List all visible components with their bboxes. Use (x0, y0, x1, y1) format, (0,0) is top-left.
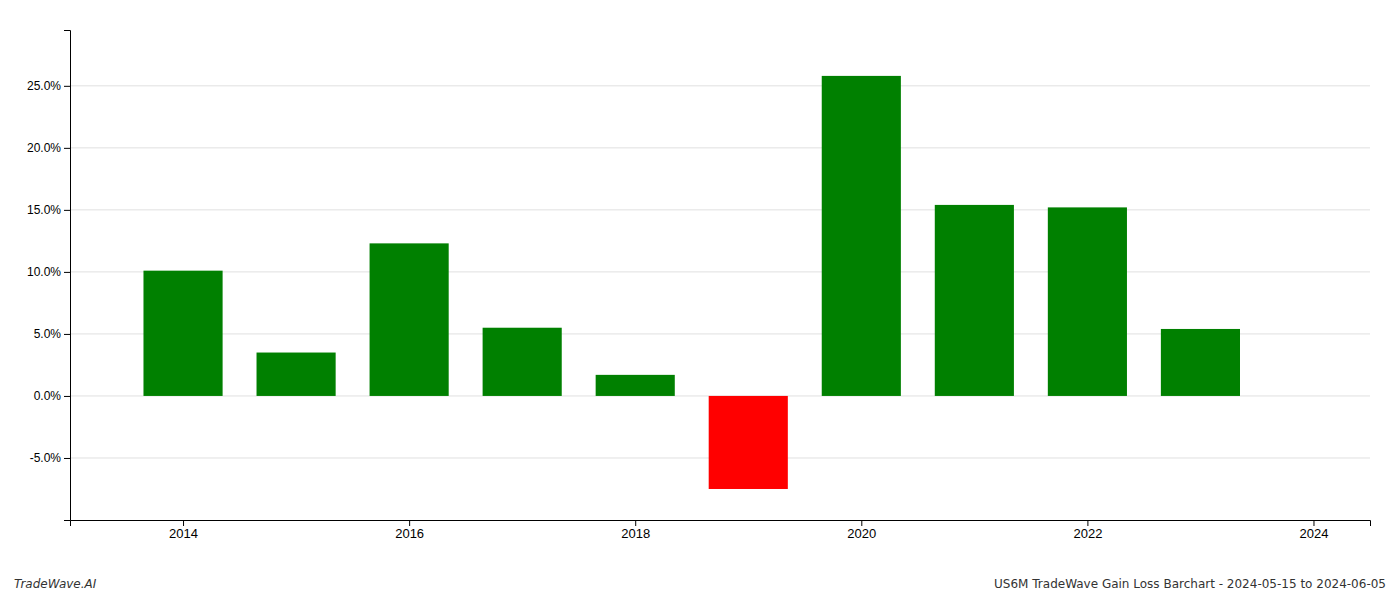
x-tick-mark (861, 520, 862, 526)
x-tick-label: 2018 (621, 526, 650, 541)
y-tick-label: 20.0% (27, 141, 61, 155)
bar (1048, 207, 1127, 396)
bar (596, 375, 675, 396)
y-tick-mark (64, 458, 70, 459)
x-tick: 2020 (847, 520, 876, 541)
x-tick: 2022 (1073, 520, 1102, 541)
x-tick-label: 2024 (1300, 526, 1329, 541)
y-tick-label: -5.0% (30, 451, 62, 465)
bar (709, 396, 788, 489)
footer: TradeWave.AI US6M TradeWave Gain Loss Bar… (14, 577, 1386, 591)
bar (483, 328, 562, 396)
x-tick: 2018 (621, 520, 650, 541)
y-tick-mark (64, 334, 70, 335)
y-tick-mark (64, 272, 70, 273)
x-tick-mark (1087, 520, 1088, 526)
y-tick: 25.0% (27, 79, 70, 93)
bar (257, 353, 336, 396)
y-tick-label: 0.0% (34, 389, 62, 403)
y-tick-label: 25.0% (27, 79, 61, 93)
y-axis: -5.0% 0.0% 5.0% 10.0% 15.0% 20.0% 25.0% (27, 31, 71, 521)
grid-line (70, 209, 1370, 210)
x-tick-mark (409, 520, 410, 526)
x-tick-mark (183, 520, 184, 526)
bar (822, 76, 901, 396)
y-tick-mark (64, 148, 70, 149)
bar (370, 243, 449, 396)
y-tick: 15.0% (27, 203, 70, 217)
y-tick-mark (64, 210, 70, 211)
y-tick-mark (64, 86, 70, 87)
x-tick-label: 2014 (169, 526, 198, 541)
x-tick-mark (635, 520, 636, 526)
bar (935, 205, 1014, 396)
y-tick: 5.0% (34, 327, 70, 341)
y-tick-mark (64, 396, 70, 397)
x-tick-mark (1313, 520, 1314, 526)
y-tick: 0.0% (34, 389, 70, 403)
x-tick: 2016 (395, 520, 424, 541)
plot: -5.0%0.0%5.0%10.0%15.0%20.0%25.0%2014201… (27, 31, 1371, 542)
x-axis: 2014 2016 2018 2020 2022 2024 (71, 520, 1371, 541)
x-tick-label: 2022 (1073, 526, 1102, 541)
x-axis-line (71, 521, 1371, 527)
y-axis-line (64, 31, 71, 521)
y-tick: 20.0% (27, 141, 70, 155)
bar (1161, 329, 1240, 396)
x-tick-label: 2020 (847, 526, 876, 541)
footer-right: US6M TradeWave Gain Loss Barchart - 2024… (994, 577, 1386, 591)
x-tick-label: 2016 (395, 526, 424, 541)
x-tick: 2024 (1300, 520, 1329, 541)
bars (143, 76, 1240, 489)
x-tick: 2014 (169, 520, 198, 541)
y-tick-label: 5.0% (34, 327, 62, 341)
footer-left: TradeWave.AI (14, 577, 97, 591)
y-tick-label: 15.0% (27, 203, 61, 217)
y-tick-label: 10.0% (27, 265, 61, 279)
y-tick: 10.0% (27, 265, 70, 279)
grid-line (70, 271, 1370, 272)
y-tick: -5.0% (30, 451, 70, 465)
grid-line (70, 85, 1370, 86)
grid-line (70, 147, 1370, 148)
chart: -5.0%0.0%5.0%10.0%15.0%20.0%25.0%2014201… (0, 0, 1400, 600)
bar (143, 271, 222, 396)
